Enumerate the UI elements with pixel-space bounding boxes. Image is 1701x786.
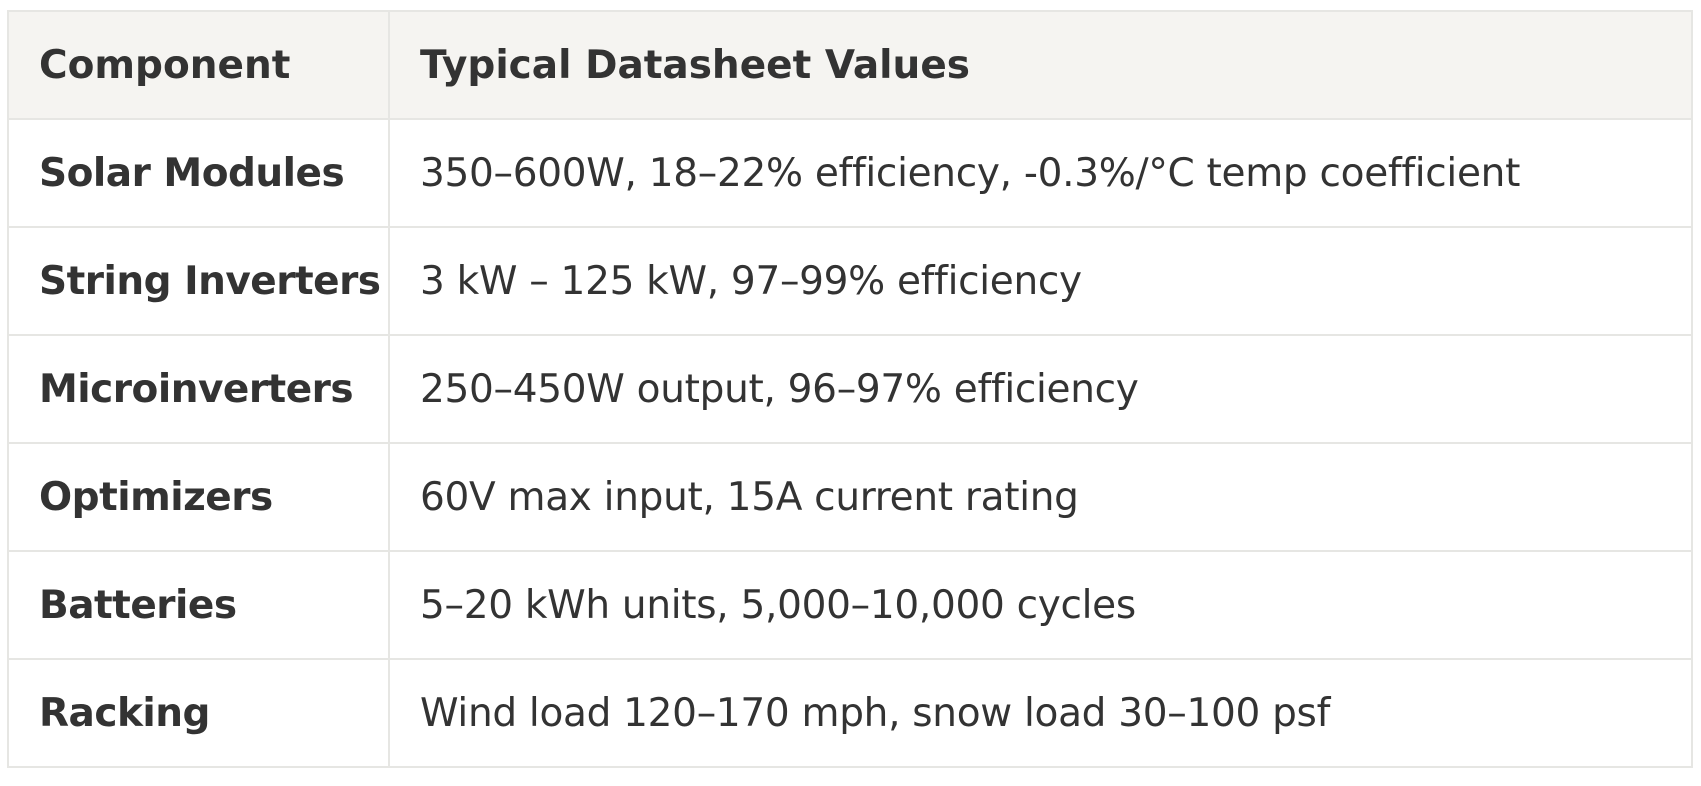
values-cell: 5–20 kWh units, 5,000–10,000 cycles — [388, 550, 1693, 660]
table-row: String Inverters 3 kW – 125 kW, 97–99% e… — [7, 226, 1693, 336]
values-cell: 250–450W output, 96–97% efficiency — [388, 334, 1693, 444]
table-row: Batteries 5–20 kWh units, 5,000–10,000 c… — [7, 550, 1693, 660]
component-cell: Batteries — [7, 550, 390, 660]
component-datasheet-table: Component Typical Datasheet Values Solar… — [7, 10, 1693, 768]
table-body: Solar Modules 350–600W, 18–22% efficienc… — [7, 118, 1693, 768]
datasheet-table-container: Component Typical Datasheet Values Solar… — [7, 10, 1693, 768]
values-cell: 60V max input, 15A current rating — [388, 442, 1693, 552]
component-cell: Racking — [7, 658, 390, 768]
component-cell: Solar Modules — [7, 118, 390, 228]
header-row: Component Typical Datasheet Values — [7, 10, 1693, 120]
values-cell: Wind load 120–170 mph, snow load 30–100 … — [388, 658, 1693, 768]
component-cell: Microinverters — [7, 334, 390, 444]
component-cell: Optimizers — [7, 442, 390, 552]
table-header: Component Typical Datasheet Values — [7, 10, 1693, 120]
values-cell: 350–600W, 18–22% efficiency, -0.3%/°C te… — [388, 118, 1693, 228]
column-header-values: Typical Datasheet Values — [388, 10, 1693, 120]
table-row: Microinverters 250–450W output, 96–97% e… — [7, 334, 1693, 444]
table-row: Optimizers 60V max input, 15A current ra… — [7, 442, 1693, 552]
column-header-component: Component — [7, 10, 390, 120]
table-row: Solar Modules 350–600W, 18–22% efficienc… — [7, 118, 1693, 228]
values-cell: 3 kW – 125 kW, 97–99% efficiency — [388, 226, 1693, 336]
table-row: Racking Wind load 120–170 mph, snow load… — [7, 658, 1693, 768]
component-cell: String Inverters — [7, 226, 390, 336]
